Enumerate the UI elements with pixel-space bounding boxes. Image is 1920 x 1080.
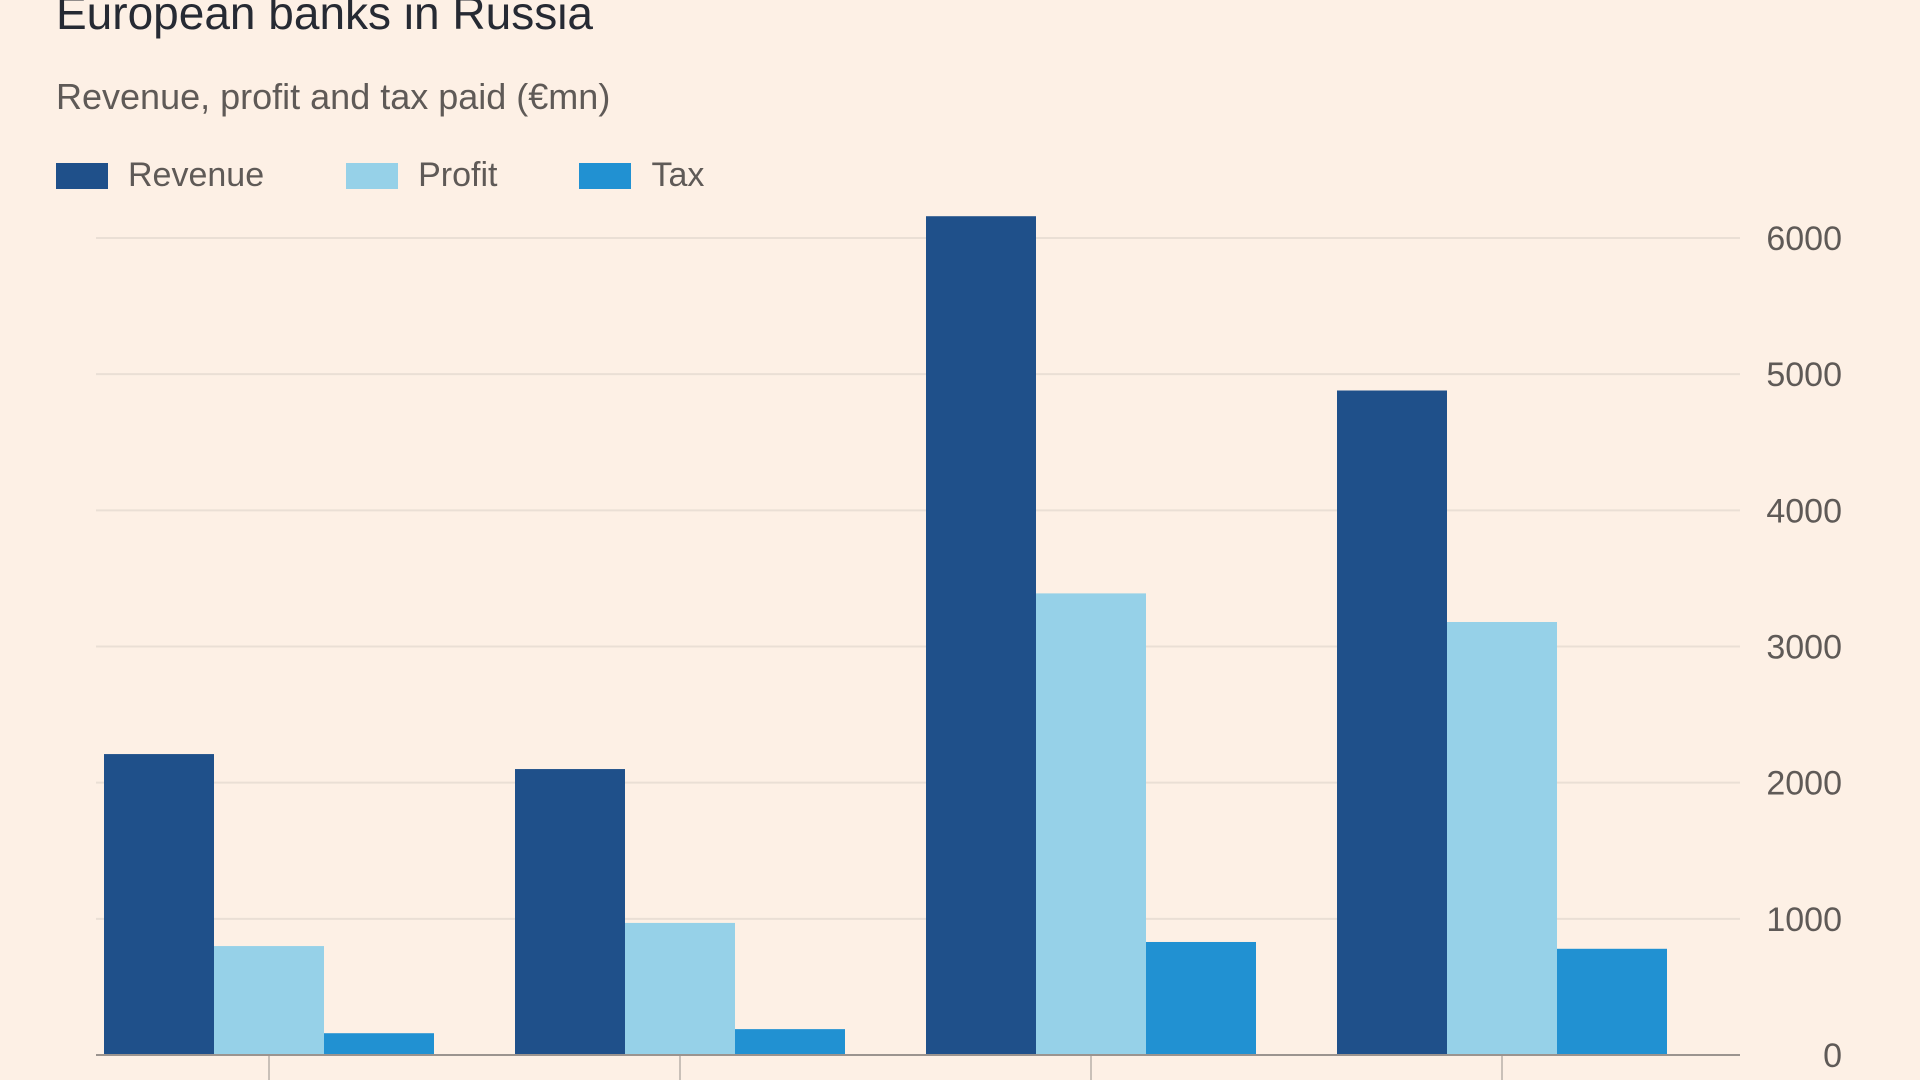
y-tick-label: 5000 xyxy=(1766,356,1842,394)
legend-label-profit: Profit xyxy=(418,156,498,194)
legend-swatch-tax xyxy=(579,162,632,189)
bar-revenue xyxy=(926,216,1036,1056)
bar-tax xyxy=(1557,948,1667,1055)
legend-label-revenue: Revenue xyxy=(128,156,265,194)
bar-profit xyxy=(1447,621,1557,1055)
bar-profit xyxy=(214,946,324,1055)
legend-swatch-revenue xyxy=(56,162,108,189)
legend-item-profit: Profit xyxy=(346,156,497,195)
bar-profit xyxy=(1036,593,1146,1055)
y-tick-label: 1000 xyxy=(1766,901,1842,939)
bar-revenue xyxy=(1337,390,1447,1055)
chart-title: European banks in Russia xyxy=(56,0,593,39)
legend-label-tax: Tax xyxy=(651,156,705,194)
legend-swatch-profit xyxy=(346,162,399,189)
bar-tax xyxy=(324,1033,434,1055)
y-tick-label: 6000 xyxy=(1766,220,1842,258)
bar-tax xyxy=(735,1029,845,1055)
bar-tax xyxy=(1146,941,1256,1055)
legend-item-revenue: Revenue xyxy=(56,156,264,195)
bar-revenue xyxy=(515,769,625,1055)
legend-item-tax: Tax xyxy=(579,156,704,195)
y-tick-label: 0 xyxy=(1823,1037,1842,1075)
bar-revenue xyxy=(104,754,214,1055)
y-tick-label: 4000 xyxy=(1766,492,1842,530)
y-tick-label: 2000 xyxy=(1766,765,1842,803)
bar-profit xyxy=(625,922,735,1055)
y-tick-label: 3000 xyxy=(1766,629,1842,667)
chart-subtitle: Revenue, profit and tax paid (€mn) xyxy=(56,76,611,117)
legend: Revenue Profit Tax xyxy=(56,156,786,195)
